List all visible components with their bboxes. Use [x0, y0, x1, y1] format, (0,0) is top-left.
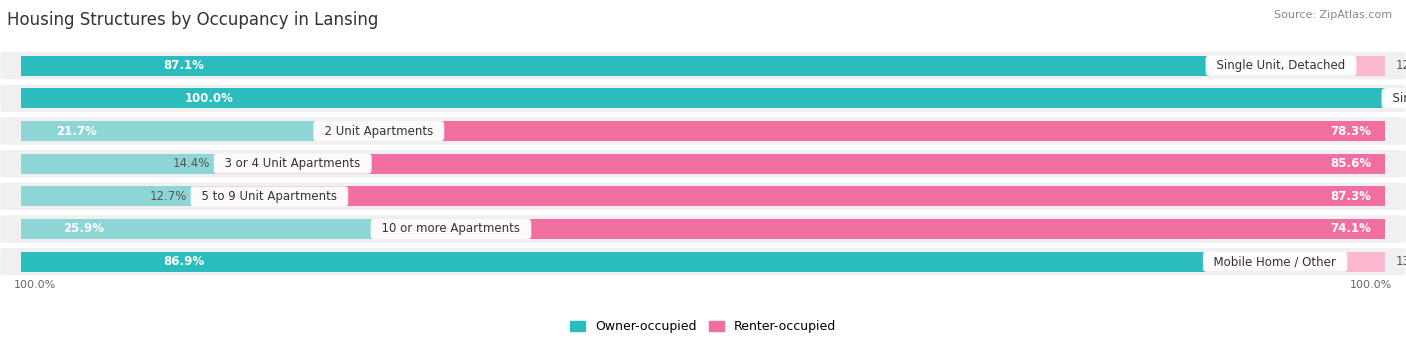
Text: 12.7%: 12.7%: [150, 190, 187, 203]
Text: 87.1%: 87.1%: [163, 59, 204, 72]
Bar: [21, 252, 1206, 272]
FancyBboxPatch shape: [0, 85, 1406, 112]
Text: Single Unit, Attached: Single Unit, Attached: [1385, 92, 1406, 105]
Text: 13.1%: 13.1%: [1396, 255, 1406, 268]
Bar: [21, 153, 218, 174]
Text: 2 Unit Apartments: 2 Unit Apartments: [316, 124, 440, 137]
Text: 25.9%: 25.9%: [63, 222, 104, 236]
Text: 14.4%: 14.4%: [173, 157, 211, 170]
Text: Single Unit, Detached: Single Unit, Detached: [1209, 59, 1353, 72]
Legend: Owner-occupied, Renter-occupied: Owner-occupied, Renter-occupied: [565, 315, 841, 338]
Text: 21.7%: 21.7%: [56, 124, 97, 137]
Bar: [21, 121, 316, 141]
Bar: [218, 153, 1385, 174]
FancyBboxPatch shape: [0, 150, 1406, 177]
Text: 5 to 9 Unit Apartments: 5 to 9 Unit Apartments: [194, 190, 344, 203]
Text: 3 or 4 Unit Apartments: 3 or 4 Unit Apartments: [218, 157, 368, 170]
Text: 87.3%: 87.3%: [1330, 190, 1371, 203]
Text: 100.0%: 100.0%: [14, 280, 56, 290]
Text: Mobile Home / Other: Mobile Home / Other: [1206, 255, 1344, 268]
Text: Source: ZipAtlas.com: Source: ZipAtlas.com: [1274, 10, 1392, 20]
FancyBboxPatch shape: [0, 52, 1406, 79]
Bar: [21, 56, 1209, 76]
Bar: [316, 121, 1385, 141]
FancyBboxPatch shape: [0, 117, 1406, 145]
Bar: [21, 88, 1385, 108]
Text: 100.0%: 100.0%: [1350, 280, 1392, 290]
Bar: [374, 219, 1385, 239]
Text: 74.1%: 74.1%: [1330, 222, 1371, 236]
Bar: [1209, 56, 1385, 76]
Text: 86.9%: 86.9%: [163, 255, 204, 268]
Text: Housing Structures by Occupancy in Lansing: Housing Structures by Occupancy in Lansi…: [7, 11, 378, 29]
Bar: [1206, 252, 1385, 272]
Text: 78.3%: 78.3%: [1330, 124, 1371, 137]
Text: 10 or more Apartments: 10 or more Apartments: [374, 222, 527, 236]
Bar: [21, 219, 374, 239]
FancyBboxPatch shape: [0, 183, 1406, 210]
Text: 100.0%: 100.0%: [184, 92, 233, 105]
Bar: [21, 186, 194, 206]
FancyBboxPatch shape: [0, 248, 1406, 276]
FancyBboxPatch shape: [0, 215, 1406, 243]
Text: 85.6%: 85.6%: [1330, 157, 1371, 170]
Bar: [194, 186, 1385, 206]
Text: 12.9%: 12.9%: [1396, 59, 1406, 72]
